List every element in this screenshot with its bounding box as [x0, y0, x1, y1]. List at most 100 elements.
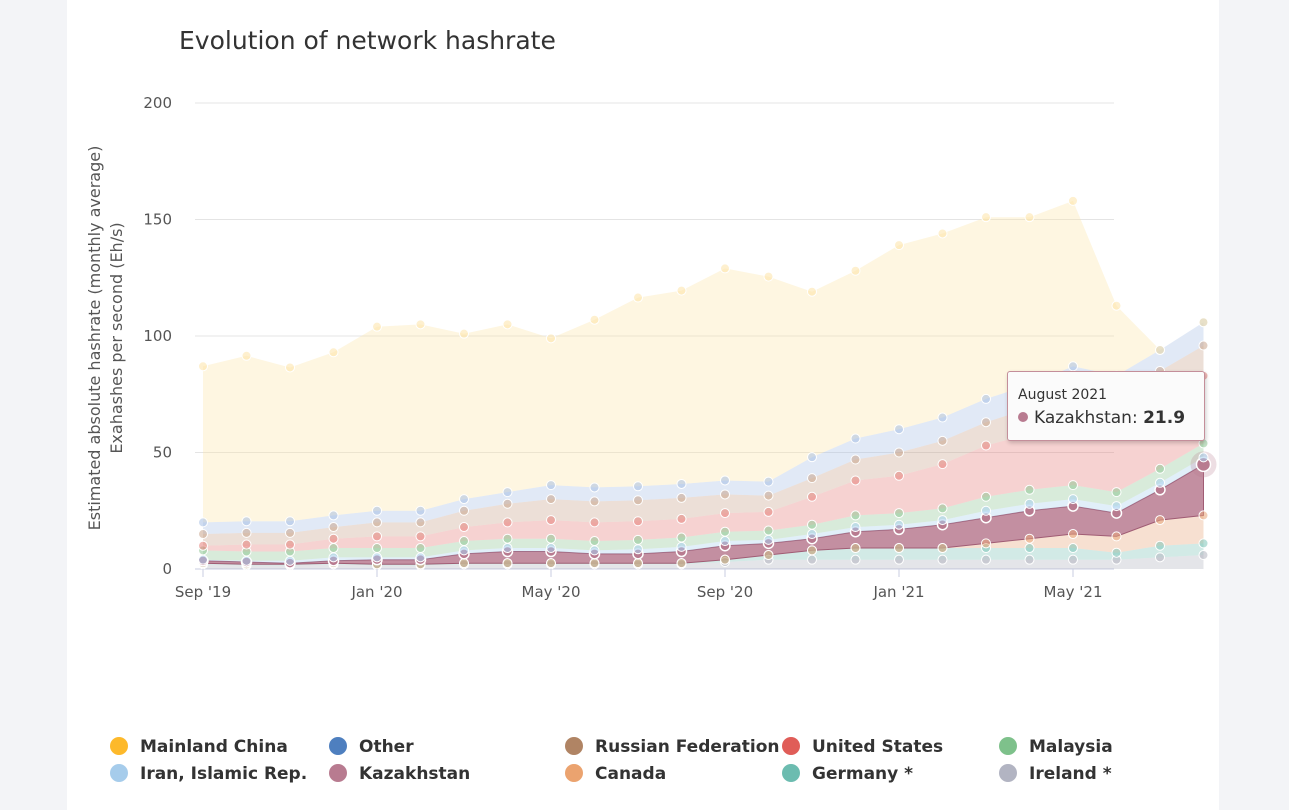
point-russian-federation[interactable] [633, 495, 643, 506]
point-russian-federation[interactable] [720, 489, 730, 500]
point-russian-federation[interactable] [241, 527, 252, 538]
point-other[interactable] [807, 452, 817, 463]
point-malaysia[interactable] [1111, 487, 1122, 498]
point-malaysia[interactable] [1024, 484, 1035, 495]
point-russian-federation[interactable] [850, 454, 861, 465]
point-russian-federation[interactable] [763, 490, 774, 501]
point-malaysia[interactable] [633, 534, 643, 545]
point-mainland-china[interactable] [676, 285, 687, 296]
point-other[interactable] [328, 510, 339, 521]
point-mainland-china[interactable] [894, 240, 904, 251]
point-malaysia[interactable] [589, 536, 600, 547]
point-iran-islamic-rep[interactable] [1111, 501, 1122, 512]
point-russian-federation[interactable] [589, 496, 600, 507]
point-russian-federation[interactable] [937, 435, 948, 446]
point-russian-federation[interactable] [502, 498, 513, 509]
point-other[interactable] [720, 475, 730, 486]
point-other[interactable] [285, 516, 295, 527]
point-russian-federation[interactable] [459, 505, 469, 516]
point-iran-islamic-rep[interactable] [502, 543, 513, 554]
point-iran-islamic-rep[interactable] [459, 545, 469, 556]
point-other[interactable] [894, 424, 904, 435]
point-mainland-china[interactable] [981, 212, 991, 223]
point-iran-islamic-rep[interactable] [763, 534, 774, 545]
point-mainland-china[interactable] [241, 350, 252, 361]
point-russian-federation[interactable] [1198, 340, 1209, 351]
point-russian-federation[interactable] [546, 494, 556, 505]
area-malaysia[interactable] [203, 443, 1204, 561]
point-canada[interactable] [676, 558, 687, 569]
point-mainland-china[interactable] [633, 292, 643, 303]
point-ireland[interactable] [1198, 550, 1209, 561]
point-russian-federation[interactable] [676, 492, 687, 503]
point-mainland-china[interactable] [1155, 344, 1165, 355]
area-iran-islamic-rep[interactable] [203, 457, 1204, 564]
point-iran-islamic-rep[interactable] [1155, 477, 1165, 488]
area-other[interactable] [203, 322, 1204, 534]
point-other[interactable] [502, 487, 513, 498]
area-ireland[interactable] [203, 555, 1204, 569]
point-united-states[interactable] [502, 517, 513, 528]
point-malaysia[interactable] [763, 525, 774, 536]
point-canada[interactable] [1198, 510, 1209, 521]
point-russian-federation[interactable] [894, 447, 904, 458]
point-united-states[interactable] [676, 513, 687, 524]
point-canada[interactable] [589, 558, 600, 569]
point-ireland[interactable] [1068, 554, 1078, 565]
point-mainland-china[interactable] [1024, 212, 1035, 223]
legend-item-canada[interactable]: Canada [565, 764, 666, 784]
legend-item-ireland[interactable]: Ireland * [999, 764, 1112, 784]
point-russian-federation[interactable] [328, 522, 339, 533]
point-germany[interactable] [1155, 540, 1165, 551]
point-mainland-china[interactable] [850, 265, 861, 276]
point-canada[interactable] [981, 538, 991, 549]
point-mainland-china[interactable] [285, 362, 295, 373]
area-united-states[interactable] [203, 375, 1204, 552]
point-mainland-china[interactable] [1111, 300, 1122, 311]
point-canada[interactable] [1155, 515, 1165, 526]
point-ireland[interactable] [1024, 554, 1035, 565]
point-canada[interactable] [807, 545, 817, 556]
point-other[interactable] [589, 482, 600, 493]
point-germany[interactable] [1198, 538, 1209, 549]
point-mainland-china[interactable] [720, 263, 730, 274]
point-malaysia[interactable] [459, 536, 469, 547]
point-iran-islamic-rep[interactable] [415, 552, 426, 563]
point-malaysia[interactable] [502, 533, 513, 544]
point-iran-islamic-rep[interactable] [894, 519, 904, 530]
point-other[interactable] [633, 481, 643, 492]
point-united-states[interactable] [720, 508, 730, 519]
point-mainland-china[interactable] [1068, 195, 1078, 206]
legend-item-kazakhstan[interactable]: Kazakhstan [329, 764, 470, 784]
point-russian-federation[interactable] [807, 473, 817, 484]
legend-item-mainland-china[interactable]: Mainland China [110, 737, 288, 757]
point-other[interactable] [241, 516, 252, 527]
legend-item-other[interactable]: Other [329, 737, 414, 757]
point-united-states[interactable] [241, 539, 252, 550]
point-iran-islamic-rep[interactable] [328, 552, 339, 563]
point-malaysia[interactable] [1155, 463, 1165, 474]
point-canada[interactable] [1111, 531, 1122, 542]
point-malaysia[interactable] [1068, 480, 1078, 491]
point-united-states[interactable] [589, 517, 600, 528]
point-other[interactable] [415, 505, 426, 516]
point-mainland-china[interactable] [198, 361, 208, 372]
point-other[interactable] [937, 412, 948, 423]
point-iran-islamic-rep[interactable] [372, 552, 382, 563]
point-mainland-china[interactable] [415, 319, 426, 330]
point-other[interactable] [459, 494, 469, 505]
point-malaysia[interactable] [981, 491, 991, 502]
legend-item-malaysia[interactable]: Malaysia [999, 737, 1113, 757]
point-canada[interactable] [850, 543, 861, 554]
point-united-states[interactable] [894, 470, 904, 481]
point-malaysia[interactable] [328, 543, 339, 554]
legend-item-germany[interactable]: Germany * [782, 764, 913, 784]
point-russian-federation[interactable] [372, 517, 382, 528]
point-russian-federation[interactable] [285, 527, 295, 538]
point-mainland-china[interactable] [937, 228, 948, 239]
point-iran-islamic-rep[interactable] [850, 522, 861, 533]
point-ireland[interactable] [807, 554, 817, 565]
point-malaysia[interactable] [850, 510, 861, 521]
point-iran-islamic-rep[interactable] [807, 529, 817, 540]
point-iran-islamic-rep[interactable] [676, 541, 687, 552]
